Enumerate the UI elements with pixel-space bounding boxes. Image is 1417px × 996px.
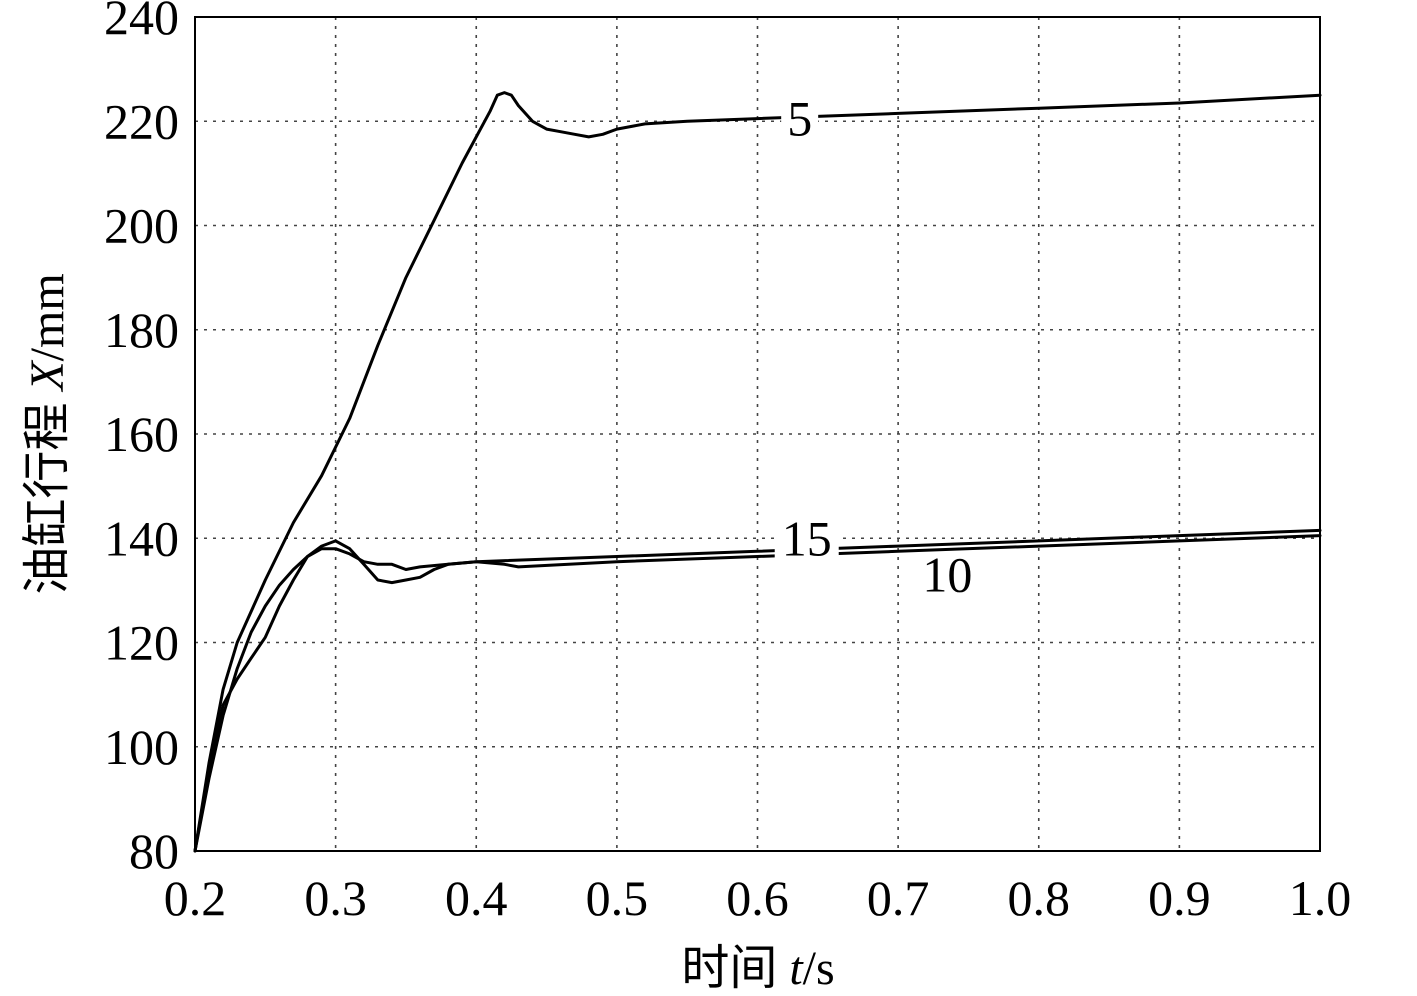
x-tick-label: 0.5 [586, 870, 649, 926]
x-axis-title: 时间 t/s [681, 942, 834, 995]
series-label-bg [915, 554, 980, 595]
x-tick-label: 0.4 [445, 870, 508, 926]
series-labels: 5 15 10 [774, 91, 980, 603]
x-tick-label: 0.3 [304, 870, 367, 926]
y-tick-label: 200 [104, 198, 179, 254]
x-tick-label: 1.0 [1289, 870, 1352, 926]
y-tick-labels: 80 100 120 140 160 180 200 220 240 [104, 0, 179, 879]
series-line-15 [193, 528, 1322, 853]
x-tick-label: 0.8 [1008, 870, 1071, 926]
series-label-15: 15 [782, 510, 832, 566]
series-label-10: 10 [922, 547, 972, 603]
x-tick-label: 0.2 [164, 870, 227, 926]
y-tick-label: 180 [104, 302, 179, 358]
y-tick-label: 140 [104, 510, 179, 566]
grid-lines [195, 17, 1320, 851]
series-label-bg [781, 98, 819, 139]
y-tick-label: 160 [104, 406, 179, 462]
plot-frame [194, 16, 1321, 852]
x-tick-labels: 0.2 0.3 0.4 0.5 0.6 0.7 0.8 0.9 1.0 [164, 870, 1352, 926]
y-tick-label: 120 [104, 615, 179, 671]
x-tick-label: 0.7 [867, 870, 930, 926]
series-label-5: 5 [787, 91, 812, 147]
y-axis-title: 油缸行程 X/mm [21, 273, 74, 594]
series-line-10 [193, 534, 1322, 853]
x-tick-label: 0.9 [1148, 870, 1211, 926]
series-line-5 [193, 91, 1322, 853]
y-tick-label: 220 [104, 93, 179, 149]
y-tick-label: 100 [104, 719, 179, 775]
y-tick-label: 80 [129, 823, 179, 879]
series-label-bg [774, 518, 839, 559]
y-tick-label: 240 [104, 0, 179, 45]
series-curves [193, 91, 1322, 853]
x-tick-label: 0.6 [726, 870, 789, 926]
